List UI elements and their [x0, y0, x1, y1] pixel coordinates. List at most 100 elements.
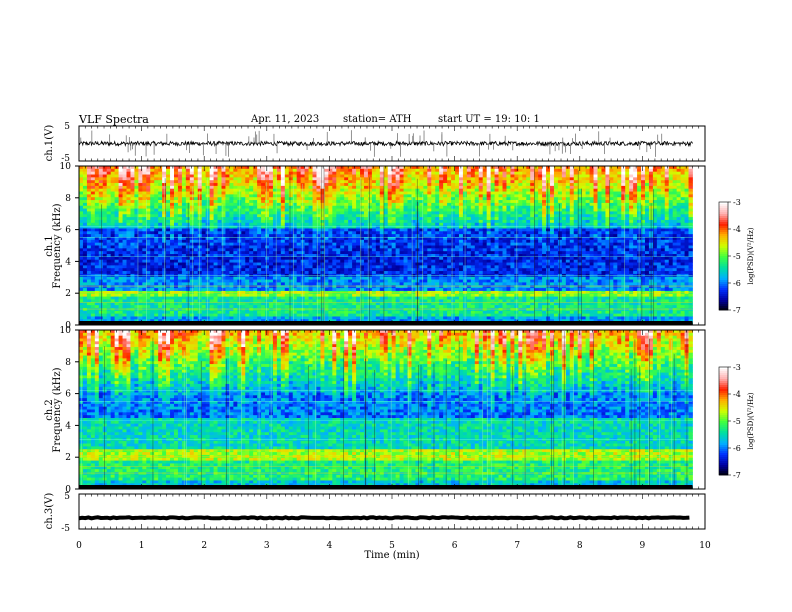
spectrogram-cell: [593, 168, 598, 173]
spectrogram-cell: [637, 166, 642, 170]
spectrogram-cell: [451, 236, 456, 241]
spectrogram-cell: [577, 219, 583, 224]
spectrogram-cell: [411, 231, 416, 235]
spectrogram-cell: [668, 211, 674, 215]
spectrogram-cell: [605, 208, 610, 212]
spectrogram-cell: [549, 171, 555, 175]
spectrogram-cell: [316, 194, 321, 198]
spectrogram-cell: [684, 234, 689, 238]
spectrogram-cell: [538, 171, 543, 175]
spectrogram-cell: [86, 234, 92, 238]
spectrogram-cell: [557, 228, 563, 232]
spectrogram-cell: [98, 202, 104, 207]
spectrogram-cell: [162, 251, 167, 255]
spectrogram-cell: [276, 208, 282, 212]
spectrogram-cell: [371, 225, 377, 229]
spectrogram-cell: [458, 180, 464, 184]
spectrogram-cell: [280, 254, 286, 258]
spectrogram-cell: [166, 219, 171, 224]
spectrogram-cell: [213, 191, 218, 195]
spectrogram-cell: [474, 242, 480, 246]
spectrogram-cell: [549, 166, 555, 170]
spectrogram-cell: [94, 231, 100, 235]
spectrogram-cell: [581, 205, 587, 209]
spectrogram-cell: [213, 214, 218, 218]
spectrogram-cell: [664, 214, 670, 218]
spectrogram-cell: [494, 211, 499, 215]
spectrogram-cell: [162, 231, 167, 235]
spectrogram-cell: [217, 251, 222, 255]
spectrogram-cell: [502, 208, 507, 212]
spectrogram-cell: [213, 245, 218, 249]
spectrogram-cell: [312, 219, 317, 224]
spectrogram-cell: [577, 234, 583, 238]
spectrogram-cell: [316, 205, 321, 209]
spectrogram-cell: [320, 219, 325, 224]
spectrogram-cell: [371, 211, 377, 215]
spectrogram-cell: [138, 188, 143, 192]
spectrogram-cell: [407, 248, 412, 252]
spectrogram-cell: [352, 174, 357, 178]
spectrogram-cell: [593, 194, 598, 198]
spectrogram-cell: [340, 251, 345, 255]
spectrogram-cell: [233, 248, 238, 252]
spectrogram-cell: [146, 217, 151, 221]
spectrogram-cell: [478, 231, 484, 235]
spectrogram-cell: [79, 225, 84, 229]
spectrogram-cell: [660, 166, 666, 170]
spectrogram-cell: [530, 208, 535, 212]
spectrogram-cell: [633, 225, 638, 229]
spectrogram-cell: [130, 225, 135, 229]
spectrogram-cell: [126, 208, 131, 212]
spectrogram-cell: [447, 225, 452, 229]
spectrogram-cell: [455, 214, 460, 218]
spectrogram-cell: [577, 236, 583, 241]
spectrogram-cell: [158, 217, 163, 221]
spectrogram-cell: [189, 245, 195, 249]
spectrogram-cell: [201, 214, 207, 218]
spectrogram-cell: [593, 177, 598, 181]
spectrogram-cell: [237, 166, 242, 170]
spectrogram-cell: [288, 188, 294, 192]
spectrogram-cell: [173, 205, 179, 209]
spectrogram-cell: [106, 171, 112, 175]
spectrogram-cell: [633, 205, 638, 209]
spectrogram-cell: [197, 205, 203, 209]
spectrogram-cell: [660, 231, 666, 235]
spectrogram-cell: [676, 239, 682, 244]
spectrogram-cell: [142, 219, 147, 224]
spectrogram-cell: [375, 214, 381, 218]
spectrogram-cell: [427, 183, 432, 187]
spectrogram-cell: [79, 202, 84, 207]
spectrogram-cell: [150, 236, 155, 241]
spectrogram-cell: [573, 188, 579, 192]
spectrogram-cell: [605, 219, 610, 224]
spectrogram-cell: [470, 236, 476, 241]
spectrogram-cell: [443, 225, 448, 229]
spectrogram-cell: [189, 180, 195, 184]
spectrogram-cell: [233, 191, 238, 195]
spectrogram-cell: [142, 239, 147, 244]
spectrogram-cell: [557, 234, 563, 238]
spectrogram-cell: [253, 202, 258, 207]
spectrogram-cell: [170, 211, 175, 215]
spectrogram-cell: [644, 171, 650, 175]
spectrogram-cell: [577, 231, 583, 235]
spectrogram-cell: [676, 168, 682, 173]
spectrogram-cell: [411, 234, 416, 238]
spectrogram-cell: [526, 248, 531, 252]
spectrogram-cell: [510, 166, 515, 170]
spectrogram-cell: [597, 188, 602, 192]
spectrogram-cell: [593, 191, 598, 195]
spectrogram-cell: [403, 188, 408, 192]
spectrogram-cell: [451, 214, 456, 218]
spectrogram-cell: [490, 197, 495, 201]
spectrogram-cell: [486, 214, 492, 218]
spectrogram-cell: [90, 202, 96, 207]
spectrogram-cell: [601, 202, 606, 207]
spectrogram-cell: [177, 168, 183, 173]
spectrogram-cell: [518, 242, 523, 246]
spectrogram-cell: [356, 254, 361, 258]
spectrogram-cell: [542, 191, 547, 195]
spectrogram-cell: [565, 197, 571, 201]
